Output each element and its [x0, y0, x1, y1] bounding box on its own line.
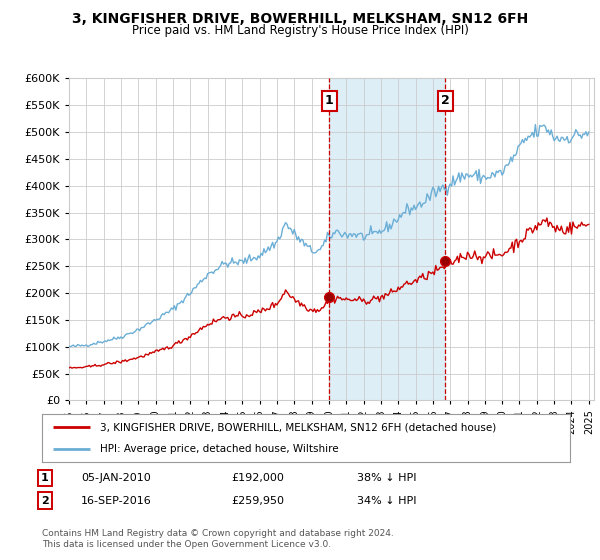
- Text: HPI: Average price, detached house, Wiltshire: HPI: Average price, detached house, Wilt…: [100, 444, 339, 454]
- Text: 16-SEP-2016: 16-SEP-2016: [81, 496, 152, 506]
- Text: 2: 2: [441, 95, 450, 108]
- Text: 2: 2: [41, 496, 49, 506]
- Text: 34% ↓ HPI: 34% ↓ HPI: [357, 496, 416, 506]
- Text: 1: 1: [325, 95, 334, 108]
- Text: Price paid vs. HM Land Registry's House Price Index (HPI): Price paid vs. HM Land Registry's House …: [131, 24, 469, 37]
- Text: 1: 1: [41, 473, 49, 483]
- Text: £192,000: £192,000: [231, 473, 284, 483]
- Text: 38% ↓ HPI: 38% ↓ HPI: [357, 473, 416, 483]
- Text: £259,950: £259,950: [231, 496, 284, 506]
- Text: 05-JAN-2010: 05-JAN-2010: [81, 473, 151, 483]
- Text: 3, KINGFISHER DRIVE, BOWERHILL, MELKSHAM, SN12 6FH (detached house): 3, KINGFISHER DRIVE, BOWERHILL, MELKSHAM…: [100, 422, 496, 432]
- Text: Contains HM Land Registry data © Crown copyright and database right 2024.
This d: Contains HM Land Registry data © Crown c…: [42, 529, 394, 549]
- Text: 3, KINGFISHER DRIVE, BOWERHILL, MELKSHAM, SN12 6FH: 3, KINGFISHER DRIVE, BOWERHILL, MELKSHAM…: [72, 12, 528, 26]
- Bar: [329, 78, 445, 400]
